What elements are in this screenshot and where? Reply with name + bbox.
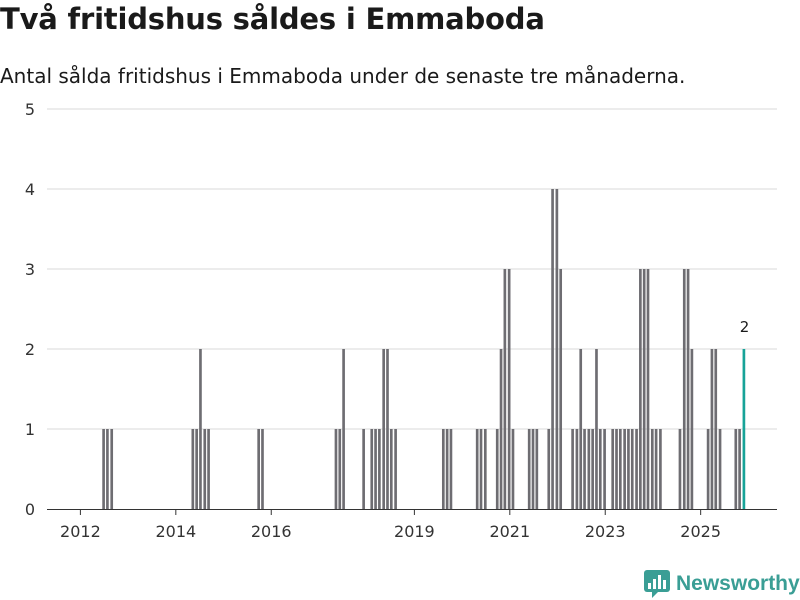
bar — [579, 349, 583, 509]
bar — [654, 429, 658, 509]
bar — [618, 429, 622, 509]
data-labels: 2 — [740, 318, 750, 336]
bar — [650, 429, 654, 509]
bar — [511, 429, 515, 509]
bar — [678, 429, 682, 509]
bar — [571, 429, 574, 509]
bar — [495, 429, 499, 509]
bar — [575, 429, 579, 509]
x-tick-label: 2016 — [251, 522, 292, 541]
bar — [591, 429, 594, 509]
bar — [362, 429, 365, 509]
bar — [690, 349, 694, 509]
bar — [642, 269, 646, 509]
bar — [479, 429, 483, 509]
bar — [718, 429, 722, 509]
bar — [587, 429, 591, 509]
y-tick-label: 4 — [25, 180, 35, 199]
bar — [499, 349, 503, 509]
newsworthy-logo-text: Newsworthy — [676, 572, 800, 595]
bar — [611, 429, 615, 509]
bar — [441, 429, 445, 509]
bar — [378, 429, 381, 509]
bars — [102, 189, 746, 509]
y-tick-label: 0 — [25, 500, 35, 519]
bar — [598, 429, 602, 509]
bar — [535, 429, 539, 509]
bar — [682, 269, 686, 509]
bar — [551, 189, 554, 509]
bar — [207, 429, 210, 509]
y-axis-ticks: 0 1 2 3 4 5 — [25, 100, 35, 519]
bar — [686, 269, 690, 509]
chart-title: Två fritidshus såldes i Emmaboda — [0, 2, 545, 36]
bar — [374, 429, 377, 509]
x-tick-label: 2023 — [585, 522, 626, 541]
bar — [714, 349, 718, 509]
bar — [507, 269, 511, 509]
bar — [370, 429, 374, 509]
bar — [738, 429, 741, 509]
x-tick-label: 2012 — [60, 522, 101, 541]
bar — [445, 429, 449, 509]
bar — [389, 429, 393, 509]
bar — [635, 429, 638, 509]
bar — [527, 429, 531, 509]
bar — [386, 349, 389, 509]
y-tick-label: 3 — [25, 260, 35, 279]
x-tick-label: 2014 — [155, 522, 196, 541]
bar — [110, 429, 114, 509]
bar — [734, 429, 738, 509]
bar — [659, 429, 662, 509]
bar — [630, 429, 634, 509]
bar — [199, 349, 202, 509]
y-tick-label: 2 — [25, 340, 35, 359]
bar — [191, 429, 195, 509]
bar — [559, 269, 563, 509]
gridlines — [47, 108, 777, 430]
bar — [547, 429, 551, 509]
bar — [483, 429, 487, 509]
bar — [394, 429, 397, 509]
bar — [603, 429, 606, 509]
newsworthy-logo[interactable]: Newsworthy — [644, 568, 800, 600]
bar — [583, 429, 586, 509]
bar — [203, 429, 207, 509]
newsworthy-logo-icon — [644, 570, 670, 598]
bar — [334, 429, 338, 509]
x-tick-label: 2021 — [489, 522, 530, 541]
bar — [195, 429, 198, 509]
x-axis: 2012 2014 2016 2019 2021 2023 2025 — [47, 509, 777, 541]
bar — [595, 349, 598, 509]
bar — [710, 349, 714, 509]
bar — [257, 429, 260, 509]
chart-subtitle: Antal sålda fritidshus i Emmaboda under … — [0, 64, 686, 88]
bar — [261, 429, 264, 509]
bar — [706, 429, 710, 509]
bar — [623, 429, 626, 509]
bar-latest — [742, 349, 746, 509]
y-tick-label: 5 — [25, 100, 35, 119]
data-label-latest: 2 — [740, 318, 750, 336]
bar — [503, 269, 507, 509]
y-tick-label: 1 — [25, 420, 35, 439]
bar — [102, 429, 105, 509]
bar — [475, 429, 479, 509]
bar — [449, 429, 453, 509]
bar — [106, 429, 109, 509]
x-tick-label: 2025 — [680, 522, 721, 541]
bar — [639, 269, 642, 509]
bar — [627, 429, 630, 509]
bar — [646, 269, 650, 509]
x-tick-label: 2019 — [394, 522, 435, 541]
bar — [615, 429, 618, 509]
bar — [555, 189, 559, 509]
bar — [531, 429, 535, 509]
bar — [338, 429, 342, 509]
bar — [382, 349, 386, 509]
bar — [342, 349, 345, 509]
